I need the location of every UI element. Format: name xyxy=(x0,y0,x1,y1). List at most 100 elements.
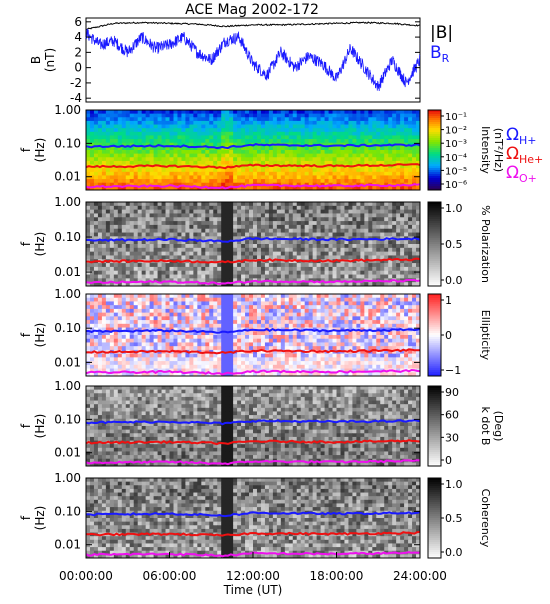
spectrogram-cell xyxy=(360,202,364,206)
spectrogram-cell xyxy=(114,320,118,324)
spectrogram-cell xyxy=(384,132,388,136)
spectrogram-cell xyxy=(340,157,344,161)
b-ylabel-2: (nT) xyxy=(43,48,57,72)
spectrogram-cell xyxy=(90,309,94,313)
spectrogram-cell xyxy=(130,135,134,139)
spectrogram-cell xyxy=(209,244,213,248)
spectrogram-cell xyxy=(305,139,309,143)
spectrogram-cell xyxy=(384,339,388,343)
spectrogram-cell xyxy=(261,225,265,229)
spectrogram-cell xyxy=(348,135,352,139)
spectrogram-cell xyxy=(273,331,277,335)
spectrogram-cell xyxy=(201,342,205,346)
spectrogram-cell xyxy=(213,309,217,313)
spectrogram-cell xyxy=(193,210,197,214)
spectrogram-cell xyxy=(86,248,90,252)
spectrogram-cell xyxy=(253,150,257,154)
spectrogram-cell xyxy=(356,342,360,346)
spectrogram-cell xyxy=(293,342,297,346)
spectrogram-cell xyxy=(281,157,285,161)
spectrogram-cell xyxy=(201,313,205,317)
spectrogram-cell xyxy=(404,313,408,317)
spectrogram-cell xyxy=(352,313,356,317)
spectrogram-cell xyxy=(162,179,166,183)
spectrogram-cell xyxy=(126,157,130,161)
spectrogram-cell xyxy=(333,221,337,225)
spectrogram-cell xyxy=(313,301,317,305)
spectrogram-cell xyxy=(233,313,237,317)
spectrogram-cell xyxy=(392,210,396,214)
spectrogram-cell xyxy=(404,324,408,328)
spectrogram-cell xyxy=(138,210,142,214)
spectrogram-cell xyxy=(146,248,150,252)
spectrogram-cell xyxy=(281,225,285,229)
spectrogram-cell xyxy=(217,168,221,172)
spectrogram-cell xyxy=(400,210,404,214)
spectrogram-cell xyxy=(142,150,146,154)
spectrogram-cell xyxy=(173,309,177,313)
spectrogram-cell xyxy=(273,233,277,237)
spectrogram-cell xyxy=(277,324,281,328)
spectrogram-cell xyxy=(257,175,261,179)
spectrogram-cell xyxy=(380,217,384,221)
spectrogram-cell xyxy=(241,117,245,121)
spectrogram-cell xyxy=(325,150,329,154)
spectrogram-cell xyxy=(344,309,348,313)
spectrogram-cell xyxy=(309,225,313,229)
spectrogram-cell xyxy=(193,271,197,275)
spectrogram-cell xyxy=(154,172,158,176)
spectrogram-cell xyxy=(110,217,114,221)
spectrogram-cell xyxy=(273,229,277,233)
spectrogram-cell xyxy=(114,117,118,121)
spectrogram-cell xyxy=(118,202,122,206)
spectrogram-cell xyxy=(225,275,229,279)
spectrogram-cell xyxy=(142,175,146,179)
spectrogram-cell xyxy=(384,202,388,206)
spectrogram-cell xyxy=(253,305,257,309)
spectrogram-cell xyxy=(185,294,189,298)
spectrogram-cell xyxy=(404,110,408,114)
spectrogram-cell xyxy=(285,114,289,118)
spectrogram-cell xyxy=(289,213,293,217)
spectrogram-cell xyxy=(241,233,245,237)
spectrogram-cell xyxy=(372,339,376,343)
spectrogram-cell xyxy=(273,213,277,217)
spectrogram-cell xyxy=(205,125,209,129)
spectrogram-cell xyxy=(400,175,404,179)
spectrogram-cell xyxy=(229,271,233,275)
spectrogram-cell xyxy=(150,125,154,129)
spectrogram-cell xyxy=(301,110,305,114)
spectrogram-cell xyxy=(249,175,253,179)
spectrogram-cell xyxy=(150,294,154,298)
spectrogram-cell xyxy=(265,244,269,248)
spectrogram-cell xyxy=(313,331,317,335)
spectrogram-cell xyxy=(253,157,257,161)
spectrogram-cell xyxy=(201,252,205,256)
spectrogram-cell xyxy=(396,263,400,267)
spectrogram-cell xyxy=(396,229,400,233)
spectrogram-cell xyxy=(404,305,408,309)
spectrogram-cell xyxy=(285,206,289,210)
spectrogram-cell xyxy=(209,275,213,279)
spectrogram-cell xyxy=(333,168,337,172)
spectrogram-cell xyxy=(261,298,265,302)
spectrogram-cell xyxy=(114,335,118,339)
spectrogram-cell xyxy=(110,128,114,132)
spectrogram-cell xyxy=(269,128,273,132)
spectrogram-cell xyxy=(408,139,412,143)
spectrogram-cell xyxy=(94,125,98,129)
spectrogram-cell xyxy=(98,117,102,121)
b-ytick-label: 4 xyxy=(74,30,82,44)
spectrogram-cell xyxy=(130,233,134,237)
spectrogram-cell xyxy=(134,229,138,233)
spectrogram-cell xyxy=(356,301,360,305)
spectrogram-cell xyxy=(110,233,114,237)
spectrogram-cell xyxy=(217,125,221,129)
spectrogram-cell xyxy=(154,346,158,350)
spectrogram-cell xyxy=(333,121,337,125)
spectrogram-cell xyxy=(213,183,217,187)
spectrogram-cell xyxy=(146,132,150,136)
spectrogram-cell xyxy=(185,275,189,279)
spectrogram-cell xyxy=(245,298,249,302)
spectrogram-cell xyxy=(356,294,360,298)
